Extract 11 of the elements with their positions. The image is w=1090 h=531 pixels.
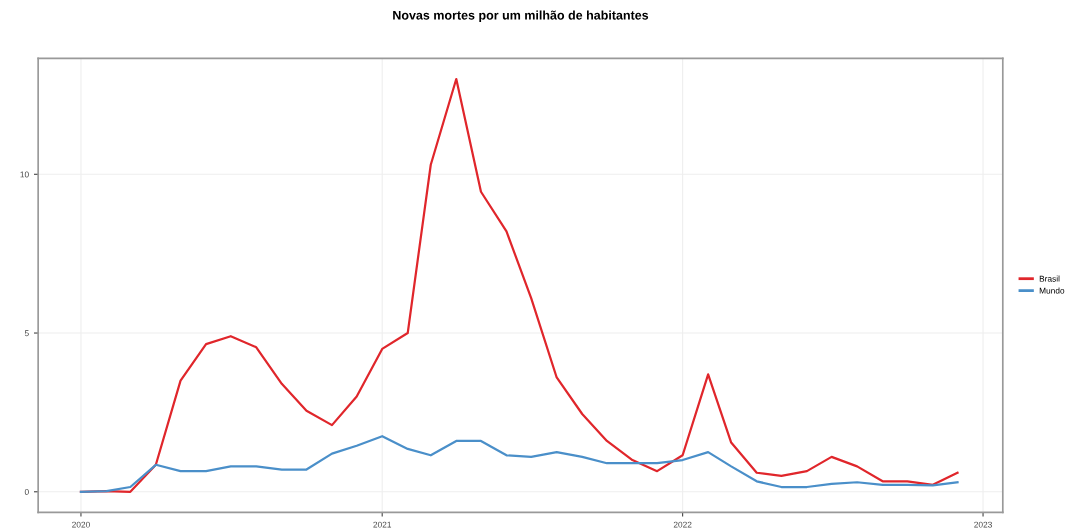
- legend-label: Mundo: [1039, 287, 1065, 294]
- y-tick-label: 5: [24, 330, 29, 337]
- x-tick-label: 2022: [673, 521, 692, 528]
- y-tick-label: 10: [20, 171, 29, 178]
- x-tick-label: 2021: [373, 521, 392, 528]
- y-tick-label: 0: [24, 488, 29, 495]
- line-series: [79, 435, 959, 493]
- legend-label: Brasil: [1039, 275, 1060, 282]
- x-tick-label: 2023: [974, 521, 992, 528]
- x-tick-label: 2020: [72, 521, 90, 528]
- chart-title: Novas mortes por um milhão de habitantes: [393, 10, 649, 23]
